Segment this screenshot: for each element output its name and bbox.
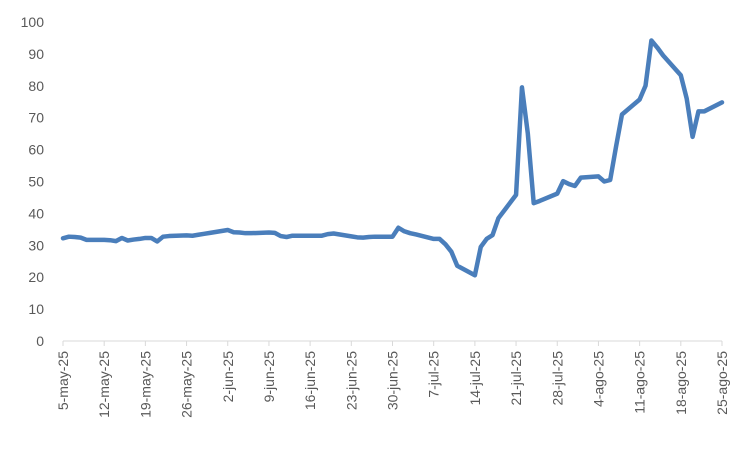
series-layer — [60, 38, 725, 278]
x-tick-label: 26-may-25 — [179, 351, 195, 418]
y-tick-label: 0 — [36, 333, 44, 349]
x-tick-label: 5-may-25 — [55, 351, 71, 410]
series-line-0 — [60, 38, 725, 278]
x-tick-label: 21-jul-25 — [508, 351, 524, 406]
y-tick-label: 80 — [28, 78, 44, 94]
y-tick-label: 60 — [28, 142, 44, 158]
y-tick-label: 20 — [28, 269, 44, 285]
x-tick-label: 30-jun-25 — [385, 351, 401, 410]
y-tick-label: 50 — [28, 174, 44, 190]
x-tick-label: 4-ago-25 — [590, 351, 606, 407]
x-tick-label: 23-jun-25 — [343, 351, 359, 410]
x-axis: 5-may-25 12-may-25 19-may-25 26-may-25 2-jun… — [55, 340, 730, 418]
y-tick-label: 30 — [28, 237, 44, 253]
y-tick-label: 10 — [28, 301, 44, 317]
x-tick-label: 12-may-25 — [96, 351, 112, 418]
x-tick-label: 25-ago-25 — [714, 351, 730, 415]
x-tick-label: 7-jul-25 — [426, 351, 442, 398]
y-tick-label: 40 — [28, 205, 44, 221]
x-tick-label: 19-may-25 — [137, 351, 153, 418]
y-tick-label: 100 — [21, 14, 45, 30]
x-tick-label: 14-jul-25 — [467, 351, 483, 406]
x-tick-label: 16-jun-25 — [302, 351, 318, 410]
x-tick-label: 18-ago-25 — [673, 351, 689, 415]
y-axis: 0 10 20 30 40 50 60 70 80 90 100 — [21, 14, 45, 349]
x-tick-label: 11-ago-25 — [632, 351, 648, 414]
y-tick-label: 70 — [28, 110, 44, 126]
x-tick-label: 9-jun-25 — [261, 351, 277, 403]
x-tick-label: 28-jul-25 — [549, 351, 565, 406]
x-tick-label: 2-jun-25 — [220, 351, 236, 403]
y-tick-label: 90 — [28, 46, 44, 62]
